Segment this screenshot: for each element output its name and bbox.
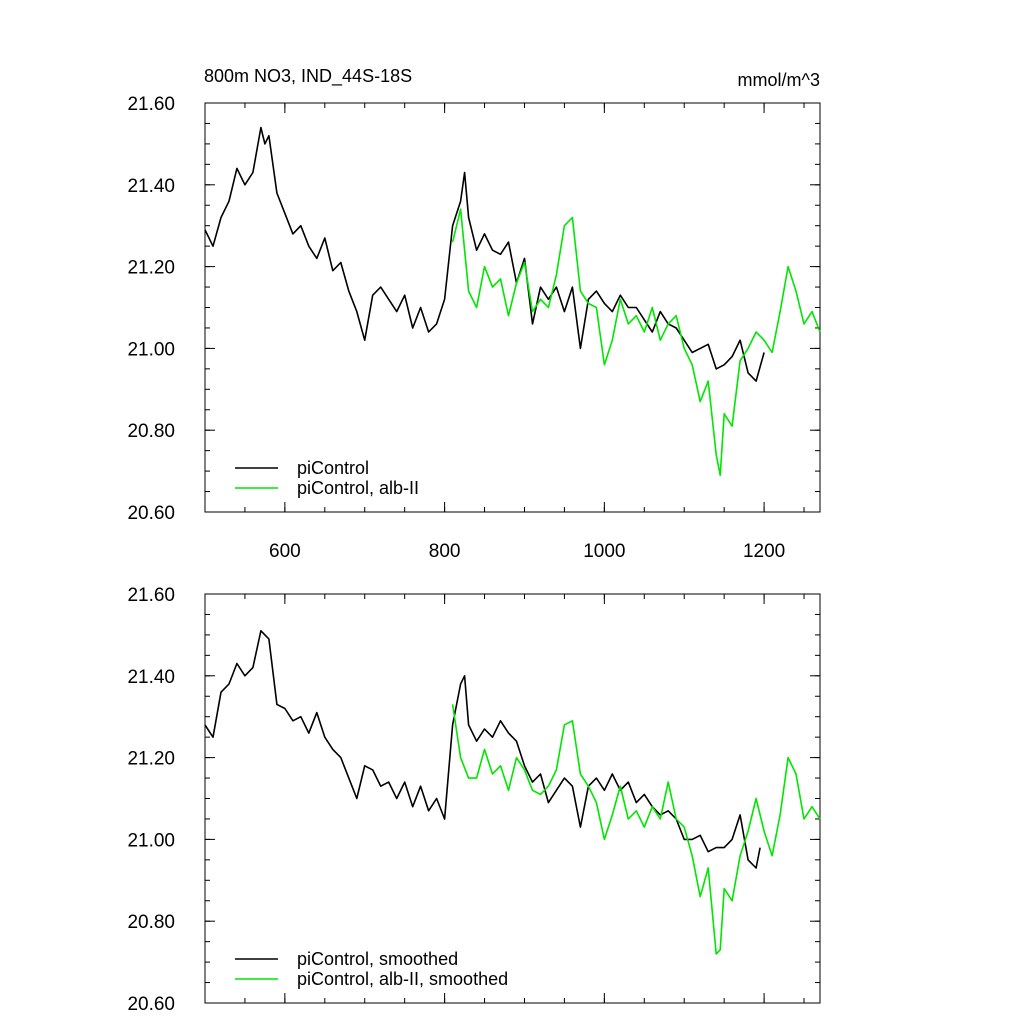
upper-axis-ticks: 20.60 20.80 21.00 21.20 21.40 21.60 600 800 1000… (127, 94, 820, 562)
x-tick-label: 1200 (743, 541, 785, 562)
upper-panel-title: 800m NO3, IND_44S-18S (204, 66, 412, 87)
legend-label: piControl (297, 458, 369, 478)
y-tick-label: 21.00 (127, 339, 175, 360)
y-tick-label: 20.80 (127, 912, 175, 933)
y-tick-label: 20.60 (127, 503, 175, 524)
lower-series-lines (204, 629, 821, 955)
legend-label: piControl, alb-II (297, 478, 419, 498)
y-tick-label: 21.40 (127, 667, 175, 688)
series-line-0 (204, 126, 765, 382)
y-tick-label: 21.20 (127, 749, 175, 770)
y-tick-label: 21.60 (127, 585, 175, 606)
x-tick-label: 800 (429, 541, 461, 562)
x-tick-label: 600 (269, 541, 301, 562)
legend-label: piControl, alb-II, smoothed (297, 969, 508, 989)
series-line-0 (204, 629, 761, 869)
y-tick-label: 21.40 (127, 176, 175, 197)
y-tick-label: 21.20 (127, 258, 175, 279)
lower-panel: 20.60 20.80 21.00 21.20 21.40 21.60 piControl… (127, 585, 821, 1015)
upper-panel: 800m NO3, IND_44S-18S mmol/m^3 20.60 20.8… (127, 66, 821, 562)
series-line-1 (451, 704, 821, 955)
x-tick-label: 1000 (583, 541, 625, 562)
y-tick-label: 20.60 (127, 994, 175, 1015)
upper-panel-units: mmol/m^3 (738, 70, 820, 90)
series-line-1 (451, 208, 821, 477)
upper-series-lines (204, 126, 821, 477)
legend-label: piControl, smoothed (297, 949, 458, 969)
lower-plot-frame (204, 593, 821, 1004)
upper-plot-frame (204, 102, 821, 513)
y-tick-label: 21.00 (127, 830, 175, 851)
y-tick-label: 20.80 (127, 421, 175, 442)
y-tick-label: 21.60 (127, 94, 175, 115)
